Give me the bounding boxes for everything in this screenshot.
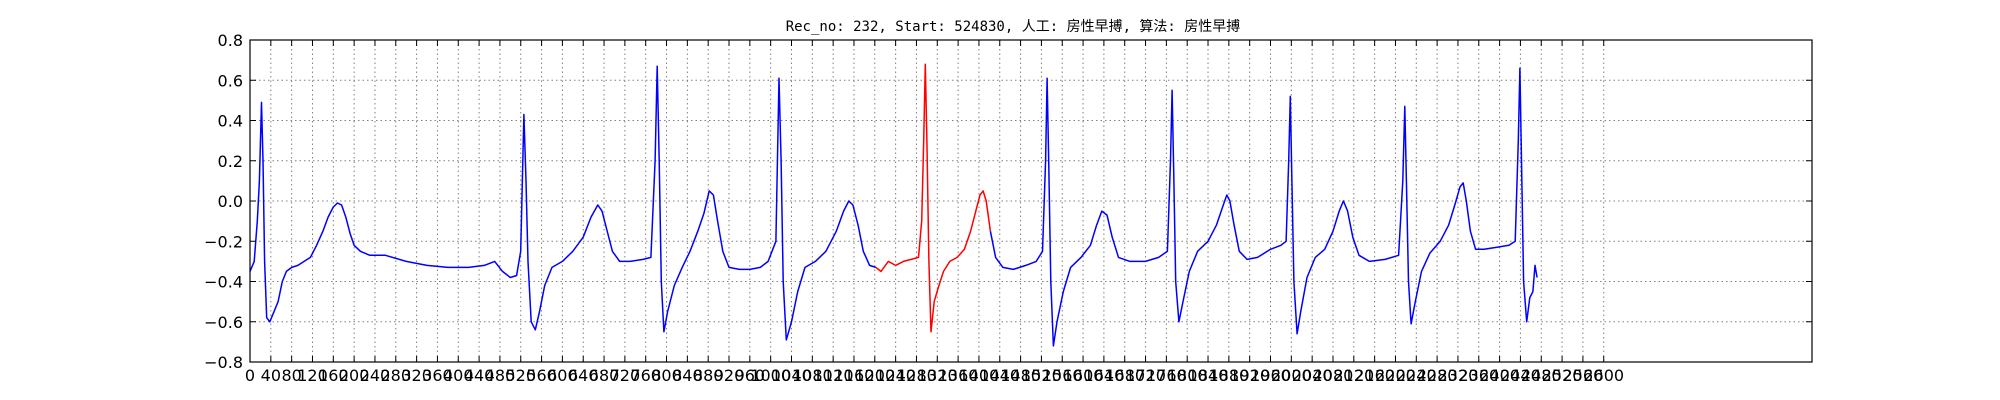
axis-tick-labels: 0.80.60.40.20.0−0.2−0.4−0.6−0.80 40 801201… xyxy=(204,31,1624,385)
x-tick-label: 2160 xyxy=(1354,366,1395,385)
x-tick-label: 1880 xyxy=(1208,366,1249,385)
x-tick-label: 920 xyxy=(714,366,745,385)
x-tick-label: 760 xyxy=(630,366,661,385)
x-tick-label: 2080 xyxy=(1313,366,1354,385)
x-tick-label: 440 xyxy=(464,366,495,385)
x-tick-label: 880 xyxy=(693,366,724,385)
x-tick-label: 1520 xyxy=(1021,366,1062,385)
x-tick-label: 200 xyxy=(339,366,370,385)
x-tick-label: 1960 xyxy=(1250,366,1291,385)
grid-lines xyxy=(250,40,1812,362)
x-tick-label: 400 xyxy=(443,366,474,385)
x-tick-label: 1680 xyxy=(1104,366,1145,385)
y-tick-label: −0.2 xyxy=(204,232,243,251)
x-tick-label: 2600 xyxy=(1583,366,1624,385)
x-tick-label: 2320 xyxy=(1438,366,1479,385)
x-tick-label: 2040 xyxy=(1292,366,1333,385)
x-tick-label: 1920 xyxy=(1229,366,1270,385)
x-tick-label: 800 xyxy=(651,366,682,385)
chart-title: Rec_no: 232, Start: 524830, 人工: 房性早搏, 算法… xyxy=(786,18,1241,35)
x-tick-label: 1320 xyxy=(917,366,958,385)
x-tick-label: 1760 xyxy=(1146,366,1187,385)
x-tick-label: 80 xyxy=(281,366,301,385)
x-tick-label: 2280 xyxy=(1417,366,1458,385)
x-tick-label: 2360 xyxy=(1458,366,1499,385)
x-tick-label: 520 xyxy=(505,366,536,385)
x-tick-label: 1600 xyxy=(1063,366,1104,385)
x-tick-label: 2520 xyxy=(1542,366,1583,385)
x-tick-label: 1200 xyxy=(854,366,895,385)
x-tick-label: 160 xyxy=(318,366,349,385)
x-tick-label: 1080 xyxy=(792,366,833,385)
x-tick-label: 480 xyxy=(485,366,516,385)
x-tick-label: 320 xyxy=(401,366,432,385)
plot-area xyxy=(249,63,1538,347)
x-tick-label: 2120 xyxy=(1333,366,1374,385)
x-tick-label: 1800 xyxy=(1167,366,1208,385)
y-tick-label: 0.6 xyxy=(218,71,243,90)
x-tick-label: 40 xyxy=(261,366,281,385)
y-tick-label: −0.8 xyxy=(204,353,243,372)
x-tick-label: 1280 xyxy=(896,366,937,385)
axis-ticks xyxy=(249,39,1812,363)
x-tick-label: 2400 xyxy=(1479,366,1520,385)
x-tick-label: 0 xyxy=(245,366,255,385)
x-tick-label: 1560 xyxy=(1042,366,1083,385)
x-tick-label: 280 xyxy=(381,366,412,385)
x-tick-label: 640 xyxy=(568,366,599,385)
x-tick-label: 1400 xyxy=(959,366,1000,385)
x-tick-label: 1440 xyxy=(979,366,1020,385)
x-tick-label: 1040 xyxy=(771,366,812,385)
x-tick-label: 2000 xyxy=(1271,366,1312,385)
x-tick-label: 1640 xyxy=(1084,366,1125,385)
y-tick-label: −0.6 xyxy=(204,313,243,332)
x-tick-label: 1840 xyxy=(1188,366,1229,385)
ecg-trace-red-1 xyxy=(875,63,992,333)
x-tick-label: 2440 xyxy=(1500,366,1541,385)
ecg-trace-blue-2 xyxy=(989,67,1538,347)
y-tick-label: 0.8 xyxy=(218,31,243,50)
x-tick-label: 560 xyxy=(526,366,557,385)
x-tick-label: 600 xyxy=(547,366,578,385)
x-tick-label: 1720 xyxy=(1125,366,1166,385)
x-tick-label: 720 xyxy=(610,366,641,385)
x-tick-label: 1480 xyxy=(1000,366,1041,385)
x-tick-label: 1240 xyxy=(875,366,916,385)
x-tick-label: 1160 xyxy=(834,366,875,385)
y-tick-label: 0.4 xyxy=(218,112,243,131)
x-tick-label: 960 xyxy=(735,366,766,385)
x-tick-label: 1000 xyxy=(750,366,791,385)
x-tick-label: 2560 xyxy=(1563,366,1604,385)
x-tick-label: 360 xyxy=(422,366,453,385)
x-tick-label: 840 xyxy=(672,366,703,385)
x-tick-label: 1360 xyxy=(938,366,979,385)
x-tick-label: 2480 xyxy=(1521,366,1562,385)
ecg-trace-blue-0 xyxy=(249,65,877,341)
x-tick-label: 240 xyxy=(360,366,391,385)
x-tick-label: 1120 xyxy=(813,366,854,385)
x-tick-label: 120 xyxy=(297,366,328,385)
x-tick-label: 680 xyxy=(589,366,620,385)
y-tick-label: −0.4 xyxy=(204,273,243,292)
y-tick-label: 0.2 xyxy=(218,152,243,171)
x-tick-label: 2240 xyxy=(1396,366,1437,385)
y-tick-label: 0.0 xyxy=(218,192,243,211)
x-tick-label: 2200 xyxy=(1375,366,1416,385)
